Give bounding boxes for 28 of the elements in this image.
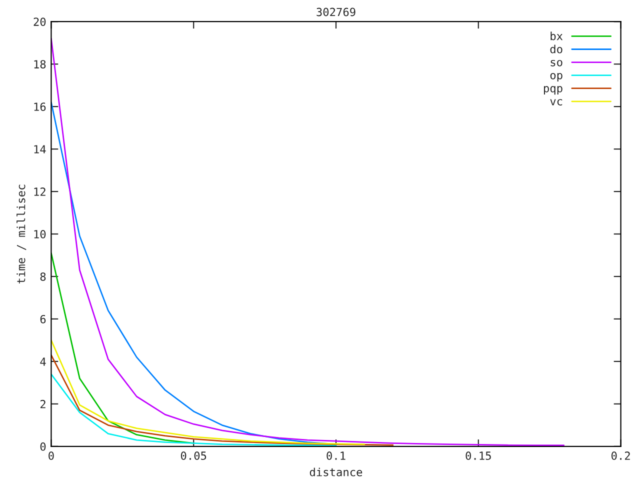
x-tick-label: 0 bbox=[48, 452, 54, 460]
y-tick-label: 10 bbox=[34, 230, 46, 238]
x-tick-label: 0.1 bbox=[326, 452, 346, 460]
line-series bbox=[51, 354, 394, 446]
y-tick-label: 2 bbox=[40, 400, 46, 408]
x-tick-label: 0.2 bbox=[611, 452, 630, 460]
legend-label: bx bbox=[550, 32, 563, 40]
line-series bbox=[51, 340, 366, 445]
y-tick-label: 16 bbox=[34, 102, 46, 111]
y-tick-label: 4 bbox=[40, 358, 46, 366]
y-tick-label: 0 bbox=[40, 442, 46, 451]
legend-label: so bbox=[550, 60, 562, 66]
x-tick-label: 0.05 bbox=[180, 452, 206, 460]
legend-label: pqp bbox=[544, 86, 562, 95]
y-axis-title: time / millisec bbox=[16, 184, 26, 284]
y-tick-label: 6 bbox=[40, 314, 46, 324]
y-tick-label: 18 bbox=[34, 60, 46, 68]
legend-label: do bbox=[550, 44, 562, 54]
x-axis-title: distance bbox=[310, 468, 362, 476]
y-tick-label: 14 bbox=[34, 145, 46, 154]
x-tick-label: 0.15 bbox=[466, 452, 491, 460]
line-series bbox=[51, 373, 337, 446]
y-tick-label: 20 bbox=[34, 18, 46, 26]
legend-label: vc bbox=[550, 99, 562, 106]
y-tick-label: 12 bbox=[34, 188, 46, 196]
legend-label: op bbox=[550, 72, 562, 82]
chart-title: 302769 bbox=[316, 8, 356, 16]
y-tick-label: 8 bbox=[40, 272, 46, 281]
